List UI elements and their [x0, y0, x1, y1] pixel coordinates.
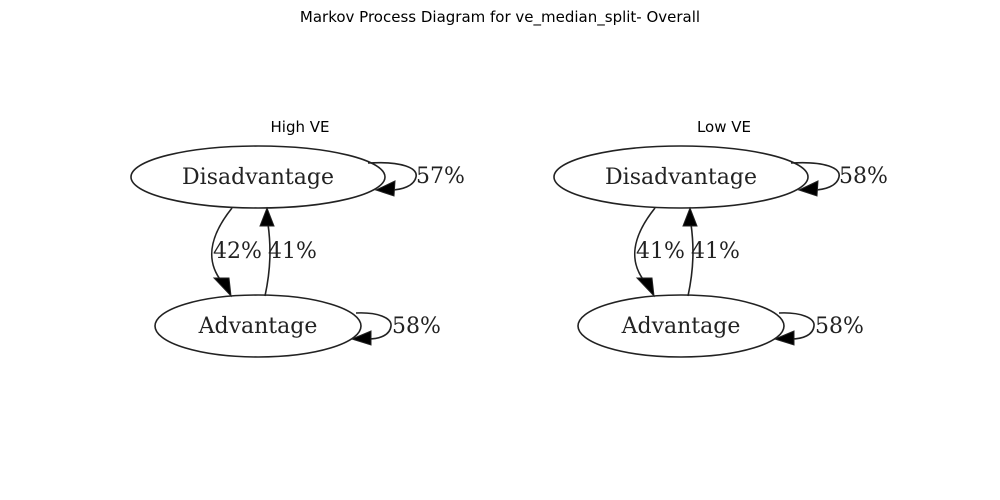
edge-disadvantage-self-loop-label: 58%: [839, 164, 888, 189]
edge-advantage-to-disadvantage-label: 41%: [691, 239, 740, 264]
edge-advantage-self-loop-label: 58%: [815, 314, 864, 339]
edge-disadvantage-self-loop-label: 57%: [416, 164, 465, 189]
node-disadvantage-label: Disadvantage: [605, 165, 757, 190]
edge-advantage-to-disadvantage: 41%: [259, 206, 317, 297]
edge-disadvantage-to-advantage-label: 42%: [213, 239, 262, 264]
edge-advantage-self-loop-label: 58%: [392, 314, 441, 339]
node-disadvantage-shape: [553, 145, 809, 209]
edge-disadvantage-self-loop: 57%: [367, 161, 465, 197]
edge-advantage-self-loop-arrowhead: [350, 330, 372, 346]
edge-disadvantage-to-advantage-line: [633, 207, 656, 283]
edge-disadvantage-to-advantage: 41%: [633, 207, 685, 298]
edge-disadvantage-self-loop: 58%: [790, 161, 888, 197]
edge-disadvantage-to-advantage-arrowhead: [212, 277, 232, 298]
edge-disadvantage-self-loop-line: [790, 161, 840, 191]
edge-advantage-self-loop-line: [355, 312, 392, 340]
node-disadvantage-shape: [130, 145, 386, 209]
node-advantage: Advantage: [154, 294, 362, 358]
node-advantage-label: Advantage: [198, 314, 318, 339]
edge-disadvantage-self-loop-arrowhead: [374, 180, 396, 197]
edge-advantage-to-disadvantage-line: [264, 223, 271, 297]
panel-low-ve: Low VE Disadvantage Advantage 58% 41% 4: [553, 118, 888, 358]
edge-advantage-self-loop-line: [778, 312, 815, 340]
figure-title: Markov Process Diagram for ve_median_spl…: [300, 8, 700, 27]
panel-title: High VE: [271, 118, 330, 136]
edge-disadvantage-to-advantage-line: [210, 207, 233, 283]
edge-advantage-self-loop-arrowhead: [773, 330, 795, 346]
panel-title: Low VE: [697, 118, 751, 136]
edge-advantage-to-disadvantage-label: 41%: [268, 239, 317, 264]
node-advantage-label: Advantage: [621, 314, 741, 339]
node-disadvantage: Disadvantage: [130, 145, 386, 209]
edge-advantage-to-disadvantage-arrowhead: [682, 206, 698, 227]
edge-disadvantage-to-advantage: 42%: [210, 207, 262, 298]
edge-advantage-self-loop: 58%: [350, 312, 441, 346]
edge-disadvantage-self-loop-line: [367, 161, 417, 191]
edge-advantage-to-disadvantage-line: [687, 223, 694, 297]
edge-advantage-to-disadvantage-arrowhead: [259, 206, 275, 227]
edge-disadvantage-self-loop-arrowhead: [797, 180, 819, 197]
node-advantage: Advantage: [577, 294, 785, 358]
panel-high-ve: High VE Disadvantage Advantage 57% 42%: [130, 118, 465, 358]
node-disadvantage-label: Disadvantage: [182, 165, 334, 190]
node-advantage-shape: [154, 294, 362, 358]
edge-advantage-self-loop: 58%: [773, 312, 864, 346]
edge-disadvantage-to-advantage-arrowhead: [635, 277, 655, 298]
node-disadvantage: Disadvantage: [553, 145, 809, 209]
edge-advantage-to-disadvantage: 41%: [682, 206, 740, 297]
edge-disadvantage-to-advantage-label: 41%: [636, 239, 685, 264]
node-advantage-shape: [577, 294, 785, 358]
